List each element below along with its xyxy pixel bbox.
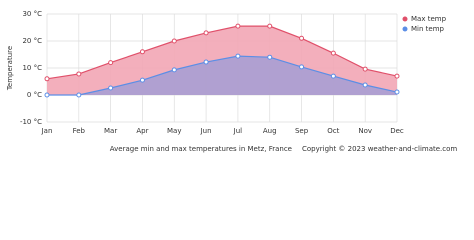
x-tick-label: Dec [390,127,404,135]
point [108,60,114,66]
y-tick-label: 10 °C [22,64,42,72]
point [362,66,368,72]
y-tick-label: 0 °C [27,91,42,99]
point [330,50,336,56]
point [171,67,177,73]
point [44,92,50,98]
point [139,77,145,83]
y-tick-label: 20 °C [22,37,42,45]
x-tick-label: Aug [263,127,277,135]
copyright: Copyright © 2023 weather-and-climate.com [302,145,457,153]
x-tick-label: Oct [327,127,339,135]
y-tick-label: 30 °C [22,10,42,18]
legend-marker [402,16,408,22]
line [47,55,398,96]
area [47,56,397,95]
point [394,89,400,95]
point [267,54,273,60]
x-tick-label: Sep [295,127,309,135]
point [76,92,82,98]
x-tick-label: Apr [136,127,148,135]
y-tick-label: -10 °C [20,118,42,126]
chart: Temperature Average min and max temperat… [6,10,457,153]
point [44,76,50,82]
point [362,82,368,88]
point [267,23,273,29]
point [139,49,145,55]
x-tick-label: May [167,127,181,135]
point [108,85,114,91]
point [330,73,336,79]
y-axis-label: Temperature [6,46,14,91]
x-tick-label: Mar [104,127,117,135]
x-tick-label: Jun [200,127,212,135]
legend-label: Min temp [411,25,445,33]
x-tick-label: Jul [233,127,243,135]
point [203,30,209,36]
point [76,71,82,77]
x-tick-label: Nov [358,127,372,135]
point [235,23,241,29]
point [299,35,305,41]
point [203,59,209,65]
caption: Average min and max temperatures in Metz… [110,145,292,153]
legend-label: Max temp [411,15,447,23]
line [46,25,398,80]
x-tick-label: Feb [73,127,86,135]
x-tick-label: Jan [41,127,53,135]
point [299,64,305,70]
point [394,73,400,79]
point [235,53,241,59]
point [171,38,177,44]
legend-marker [402,26,408,32]
